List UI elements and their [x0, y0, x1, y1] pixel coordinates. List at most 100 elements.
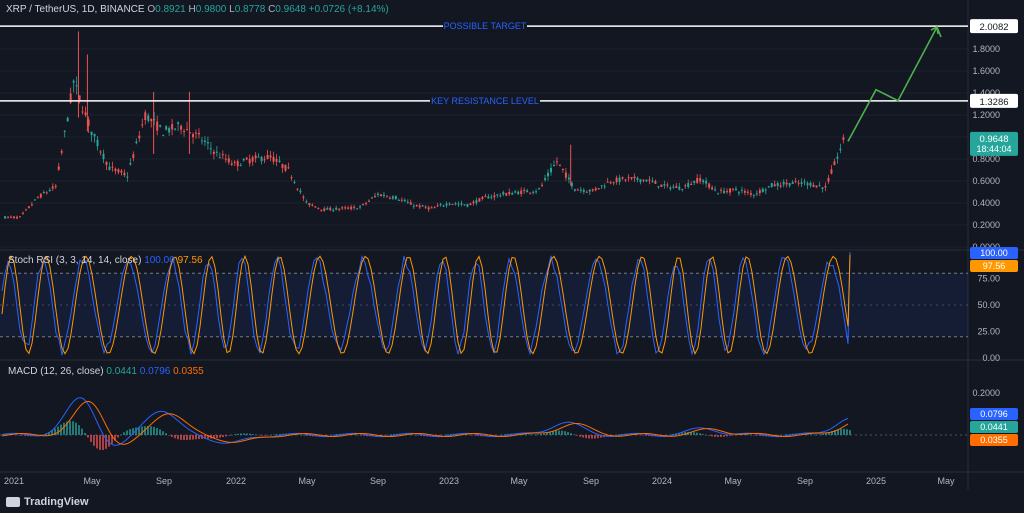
- macd-hist-bar: [528, 434, 530, 435]
- macd-hist-bar: [255, 434, 257, 435]
- macd-hist-bar: [333, 434, 335, 435]
- macd-hist-bar: [135, 427, 137, 435]
- candle-body: [597, 188, 600, 190]
- candle-body: [555, 161, 558, 163]
- stoch-tick-label: 50.00: [977, 300, 1000, 310]
- candle-body: [180, 125, 183, 130]
- time-axis-label: 2025: [866, 476, 886, 486]
- last-price-value: 0.9648: [979, 134, 1008, 145]
- candle-body: [520, 190, 523, 195]
- macd-hist-bar: [798, 433, 800, 435]
- candle-body: [156, 121, 159, 131]
- candle-body: [776, 182, 779, 187]
- macd-hist-bar: [786, 434, 788, 435]
- macd-hist-bar: [21, 435, 23, 436]
- macd-hist-bar: [147, 426, 149, 435]
- macd-hist-bar: [324, 435, 326, 436]
- macd-hist-bar: [777, 435, 779, 436]
- macd-hist-bar: [48, 432, 50, 435]
- macd-hist-bar: [336, 434, 338, 435]
- macd-hist-bar: [363, 435, 365, 436]
- macd-hist-bar: [843, 428, 845, 435]
- macd-hist-bar: [546, 432, 548, 435]
- candle-body: [830, 169, 833, 174]
- candle-body: [212, 151, 215, 154]
- candle-body: [788, 183, 791, 186]
- stoch-d-value: 97.56: [177, 255, 203, 266]
- macd-hist-bar: [117, 435, 119, 438]
- candle-body: [30, 204, 33, 206]
- candle-body: [687, 182, 690, 187]
- macd-hist-bar: [72, 421, 74, 435]
- candle-body: [368, 200, 371, 202]
- candle-body: [544, 178, 547, 180]
- macd-hist-bar: [816, 434, 818, 436]
- time-axis-label: 2023: [439, 476, 459, 486]
- candle-body: [302, 196, 305, 198]
- candle-body: [490, 196, 493, 198]
- stoch-k-line: [1, 251, 851, 356]
- symbol-title: XRP / TetherUS, 1D, BINANCE: [6, 4, 145, 15]
- candle-body: [257, 156, 260, 158]
- candle-body: [451, 204, 454, 206]
- annotation-price-value: 2.0082: [979, 22, 1008, 33]
- macd-hist-bar: [597, 435, 599, 439]
- candle-body: [755, 193, 758, 195]
- macd-hist-bar: [825, 433, 827, 435]
- candle-body: [174, 128, 177, 130]
- macd-hist-bar: [111, 435, 113, 444]
- candle-body: [448, 203, 451, 205]
- candle-body: [299, 190, 302, 193]
- candle-body: [114, 168, 117, 171]
- macd-hist-bar: [252, 434, 254, 435]
- candle-body: [678, 186, 681, 190]
- annotation-price-badge: [970, 93, 1018, 108]
- macd-hist-bar: [318, 435, 320, 437]
- macd-hist-bar: [663, 435, 665, 436]
- macd-signal-value: 0.0355: [173, 366, 204, 377]
- macd-badge-value: 0.0796: [980, 409, 1008, 419]
- macd-hist-bar: [720, 435, 722, 437]
- candle-body: [177, 122, 180, 124]
- candle-body: [356, 208, 359, 210]
- candle-body: [153, 119, 156, 121]
- candle-body: [791, 182, 794, 184]
- candle-body: [278, 160, 281, 162]
- candle-body: [469, 203, 472, 205]
- candle-body: [189, 132, 192, 134]
- annotation-price-value: 1.3286: [979, 97, 1008, 108]
- macd-hist-bar: [618, 434, 620, 435]
- macd-hist-bar: [753, 435, 755, 436]
- candle-body: [99, 151, 102, 153]
- macd-hist-bar: [531, 434, 533, 436]
- candle-body: [415, 205, 418, 207]
- candle-body: [227, 158, 230, 163]
- candle-body: [535, 191, 538, 193]
- macd-hist-bar: [783, 434, 785, 436]
- candle-body: [15, 216, 18, 219]
- macd-hist-bar: [666, 435, 668, 436]
- macd-hist-bar: [87, 435, 89, 438]
- candle-body: [42, 192, 45, 194]
- macd-hist-bar: [387, 434, 389, 436]
- candle-body: [45, 192, 48, 194]
- candle-body: [561, 168, 564, 170]
- candle-body: [168, 128, 171, 133]
- macd-hist-bar: [357, 434, 359, 436]
- macd-hist-bar: [756, 435, 758, 436]
- candle-body: [731, 188, 734, 190]
- candle-body: [418, 205, 421, 208]
- candle-body: [78, 95, 81, 102]
- candle-body: [63, 130, 66, 132]
- candle-body: [499, 195, 502, 197]
- candle-body: [663, 184, 666, 186]
- macd-hist-bar: [780, 435, 782, 436]
- candle-body: [547, 172, 550, 177]
- candle-body: [639, 179, 642, 183]
- tradingview-logo[interactable]: TradingView: [6, 496, 89, 508]
- macd-hist-bar: [747, 434, 749, 435]
- candle-body: [194, 132, 197, 134]
- macd-hist-bar: [690, 431, 692, 435]
